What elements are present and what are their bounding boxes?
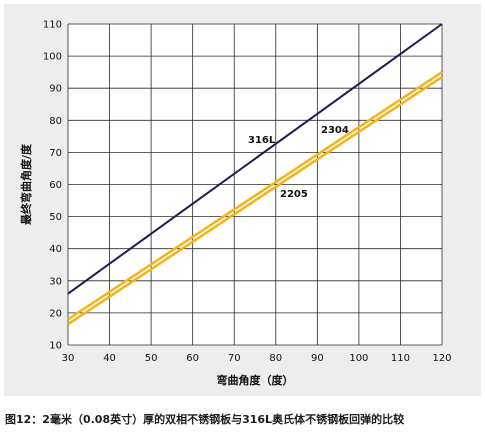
y-tick-label-0: 10 (49, 341, 62, 352)
series-line-2304 (67, 71, 443, 321)
y-tick-label-4: 50 (49, 212, 62, 223)
x-tick-label-7: 100 (349, 353, 368, 364)
x-tick-label-8: 110 (391, 353, 410, 364)
x-tick-label-3: 60 (186, 353, 199, 364)
series-label-2304: 2304 (321, 125, 349, 136)
series-label-316L: 316L (248, 135, 276, 146)
y-tick-label-3: 40 (49, 244, 62, 255)
figure-caption: 图12：2毫米（0.08英寸）厚的双相不锈钢板与316L奥氏体不锈钢板回弹的比较 (5, 413, 405, 426)
x-tick-label-0: 30 (62, 353, 75, 364)
series-label-2205: 2205 (280, 189, 308, 200)
y-tick-label-8: 90 (49, 84, 62, 95)
series-line-316L (67, 23, 443, 295)
y-tick-label-5: 60 (49, 180, 62, 191)
x-tick-label-5: 80 (269, 353, 282, 364)
series-line-2205 (67, 75, 443, 326)
x-tick-label-1: 40 (103, 353, 116, 364)
y-tick-label-7: 80 (49, 116, 62, 127)
x-tick-label-2: 50 (145, 353, 158, 364)
x-axis-title: 弯曲角度（度） (217, 373, 294, 387)
y-tick-label-1: 20 (49, 308, 62, 319)
x-tick-label-4: 70 (228, 353, 241, 364)
y-tick-label-6: 70 (49, 148, 62, 159)
x-tick-label-6: 90 (311, 353, 324, 364)
y-tick-label-10: 110 (43, 20, 62, 31)
y-axis-title: 最终弯曲角度/度 (19, 143, 33, 225)
y-tick-label-2: 30 (49, 276, 62, 287)
y-tick-label-9: 100 (43, 52, 62, 63)
x-tick-label-9: 120 (432, 353, 451, 364)
